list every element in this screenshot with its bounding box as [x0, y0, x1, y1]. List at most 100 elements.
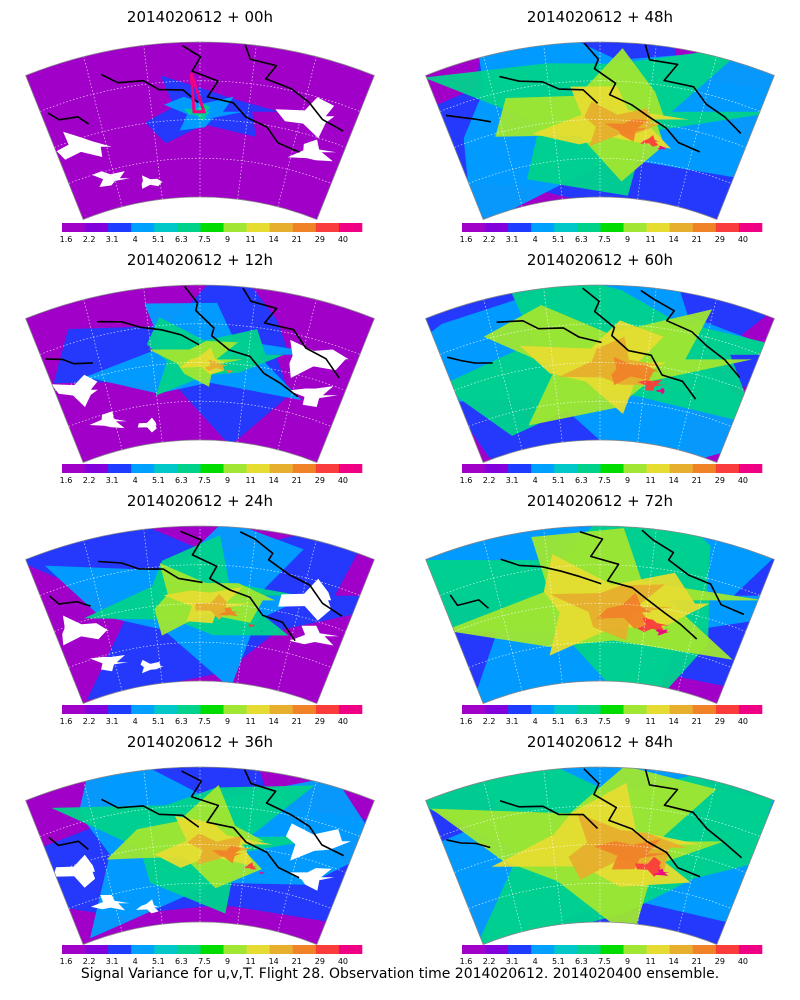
colorbar-tick-label: 9 [625, 717, 630, 726]
coastline [500, 558, 602, 585]
colorbar-segment [508, 945, 532, 954]
colorbar-segment [154, 705, 178, 714]
colorbar-segment [269, 464, 294, 473]
missing-data-patch [278, 578, 332, 621]
colorbar-segment [462, 223, 486, 232]
colorbar-segment [715, 223, 740, 232]
colorbar-segment [692, 464, 717, 473]
colorbar-segment [646, 464, 670, 473]
coastline [446, 839, 491, 849]
colorbar-segment [531, 705, 555, 714]
colorbar-tick-label: 4 [533, 476, 538, 485]
coastline [48, 836, 89, 851]
colorbar-segment [269, 705, 294, 714]
colorbar-segment [715, 705, 740, 714]
colorbar-tick-label: 6.3 [575, 476, 588, 485]
longitude-line [543, 529, 563, 684]
colorbar-tick-label: 5.1 [152, 235, 165, 244]
missing-data-patch [289, 625, 340, 646]
colorbar-tick-label: 14 [669, 476, 679, 485]
colorbar-segment [177, 223, 201, 232]
coastline [583, 768, 701, 878]
map-boundary [425, 284, 775, 463]
map-boundary [25, 525, 375, 704]
colorbar-segment [600, 945, 624, 954]
colorbar-segment [246, 464, 270, 473]
colorbar-tick-label: 40 [338, 957, 348, 966]
colorbar-tick-label: 4 [133, 235, 138, 244]
colorbar-tick-label: 5.1 [552, 235, 565, 244]
colorbar-tick-label: 29 [715, 476, 725, 485]
contour-band [604, 119, 651, 142]
colorbar-tick-label: 7.5 [198, 476, 211, 485]
colorbar-segment [623, 945, 647, 954]
colorbar-tick-label: 40 [338, 717, 348, 726]
colorbar-segment [531, 945, 555, 954]
missing-data-patch [287, 139, 337, 162]
longitude-line [677, 540, 717, 691]
colorbar-segment [246, 705, 270, 714]
colorbar-segment [315, 945, 340, 954]
colorbar-tick-label: 11 [246, 476, 256, 485]
colorbar-tick-label: 21 [692, 957, 702, 966]
colorbar-tick-label: 21 [692, 717, 702, 726]
longitude-line [483, 540, 523, 691]
contour-band [596, 592, 652, 629]
contour-band [195, 593, 227, 620]
colorbar-tick-label: 40 [338, 476, 348, 485]
missing-data-patch [285, 823, 351, 861]
colorbar-tick-label: 9 [625, 957, 630, 966]
longitude-line [543, 770, 563, 925]
contour-band [637, 379, 666, 391]
contour-band [655, 628, 670, 636]
coastline [181, 44, 300, 153]
colorbar-segment [531, 464, 555, 473]
colorbar-segment [508, 223, 532, 232]
colorbar-tick-label: 29 [715, 717, 725, 726]
colorbar-tick-label: 40 [738, 476, 748, 485]
colorbar-tick-label: 1.6 [60, 957, 73, 966]
latitude-line [454, 362, 746, 391]
contour-band [225, 369, 234, 374]
colorbar-segment [131, 705, 155, 714]
colorbar-segment [338, 464, 363, 473]
colorbar-segment [646, 945, 670, 954]
colorbar-tick-label: 6.3 [575, 235, 588, 244]
colorbar-tick-label: 11 [246, 717, 256, 726]
colorbar: 1.6 2.2 3.1 4 5.1 6.3 7.5 9 11 14 21 29 40 [60, 705, 363, 726]
colorbar-segment [62, 705, 86, 714]
colorbar-tick-label: 1.6 [60, 717, 73, 726]
longitude-line [483, 781, 523, 932]
colorbar-tick-label: 1.6 [460, 957, 473, 966]
colorbar-segment [85, 223, 109, 232]
coastline [243, 768, 344, 857]
colorbar-segment [485, 223, 509, 232]
coastline [98, 560, 203, 584]
colorbar-tick-label: 7.5 [198, 957, 211, 966]
colorbar-segment [738, 945, 763, 954]
colorbar-segment [738, 464, 763, 473]
longitude-line [637, 770, 657, 925]
coastline [496, 320, 602, 344]
map-boundary [25, 41, 375, 220]
colorbar-segment [292, 945, 317, 954]
panel-title: 2014020612 + 60h [527, 251, 673, 269]
colorbar-tick-label: 5.1 [552, 717, 565, 726]
colorbar-segment [292, 223, 317, 232]
colorbar-tick-label: 7.5 [598, 717, 611, 726]
longitude-line [483, 56, 523, 207]
colorbar-segment [600, 705, 624, 714]
coastline [499, 800, 599, 829]
colorbar-tick-label: 1.6 [460, 476, 473, 485]
colorbar-tick-label: 3.1 [106, 235, 119, 244]
panel-title: 2014020612 + 72h [527, 492, 673, 510]
coastline [100, 73, 199, 104]
contour-band [593, 839, 670, 870]
latitude-line [54, 362, 346, 391]
latitude-line [439, 564, 761, 596]
colorbar-segment [623, 223, 647, 232]
colorbar-segment [623, 705, 647, 714]
map-panel: 2014020612 + 12h 1.6 2.2 3.1 4 5.1 6.3 7.5 9 11 14… [25, 251, 375, 485]
colorbar-segment [85, 705, 109, 714]
contour-band [657, 145, 667, 150]
